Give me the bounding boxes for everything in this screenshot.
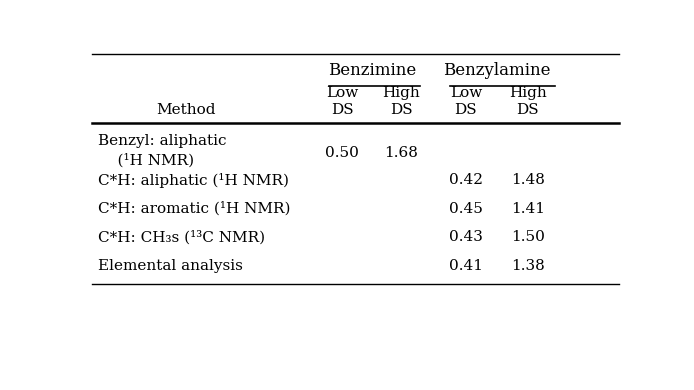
- Text: C*H: CH₃s (¹³C NMR): C*H: CH₃s (¹³C NMR): [97, 230, 264, 245]
- Text: 0.41: 0.41: [449, 259, 483, 273]
- Text: C*H: aliphatic (¹H NMR): C*H: aliphatic (¹H NMR): [97, 173, 289, 188]
- Text: Method: Method: [157, 103, 216, 117]
- Text: 0.50: 0.50: [325, 146, 359, 160]
- Text: 1.50: 1.50: [511, 230, 545, 245]
- Text: Benzimine: Benzimine: [328, 62, 416, 79]
- Text: 0.43: 0.43: [449, 230, 483, 245]
- Text: Low: Low: [450, 86, 482, 100]
- Text: 0.45: 0.45: [449, 202, 483, 216]
- Text: 1.48: 1.48: [511, 174, 545, 188]
- Text: Benzylamine: Benzylamine: [443, 62, 550, 79]
- Text: (¹H NMR): (¹H NMR): [97, 154, 194, 168]
- Text: DS: DS: [455, 103, 477, 117]
- Text: High: High: [382, 86, 421, 100]
- Text: 1.41: 1.41: [511, 202, 545, 216]
- Text: DS: DS: [331, 103, 353, 117]
- Text: High: High: [509, 86, 547, 100]
- Text: Benzyl: aliphatic: Benzyl: aliphatic: [97, 135, 226, 148]
- Text: DS: DS: [390, 103, 413, 117]
- Text: Elemental analysis: Elemental analysis: [97, 259, 242, 273]
- Text: 1.38: 1.38: [511, 259, 545, 273]
- Text: 0.42: 0.42: [449, 174, 483, 188]
- Text: C*H: aromatic (¹H NMR): C*H: aromatic (¹H NMR): [97, 202, 290, 216]
- Text: DS: DS: [516, 103, 539, 117]
- Text: Low: Low: [326, 86, 358, 100]
- Text: 1.68: 1.68: [384, 146, 418, 160]
